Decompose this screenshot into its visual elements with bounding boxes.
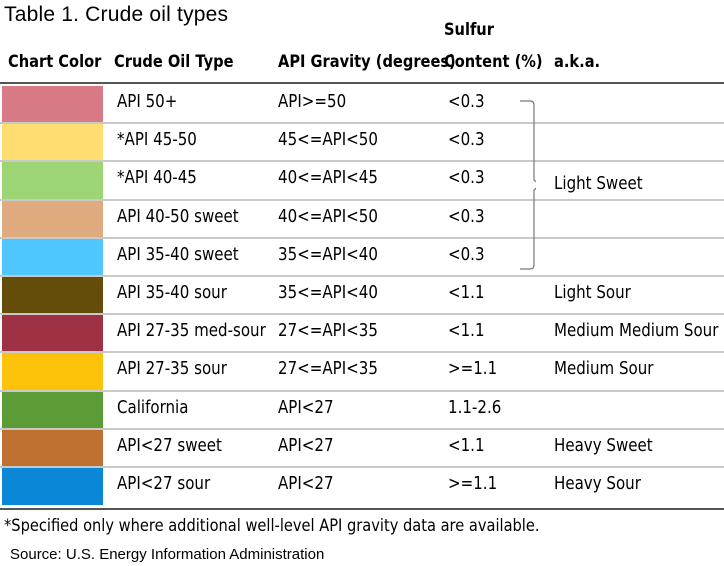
sulfur-content-cell: <0.3 bbox=[448, 244, 485, 265]
aka-cell: Heavy Sour bbox=[554, 474, 641, 494]
group-label-light-sweet: Light Sweet bbox=[554, 174, 643, 194]
sulfur-content-cell: <0.3 bbox=[448, 168, 485, 189]
api-gravity-cell: 35<=API<40 bbox=[278, 244, 378, 265]
sulfur-content-cell: <0.3 bbox=[448, 206, 485, 227]
source-note: Source: U.S. Energy Information Administ… bbox=[10, 546, 325, 563]
row-divider bbox=[0, 427, 724, 430]
row-divider bbox=[0, 122, 724, 125]
api-gravity-cell: 40<=API<45 bbox=[278, 168, 378, 189]
color-swatch bbox=[2, 391, 103, 429]
api-gravity-cell: 40<=API<50 bbox=[278, 206, 378, 227]
sulfur-content-cell: <1.1 bbox=[448, 435, 485, 456]
sulfur-content-cell: <0.3 bbox=[448, 92, 485, 112]
aka-cell: Medium Medium Sour bbox=[554, 321, 719, 342]
api-gravity-cell: 27<=API<35 bbox=[278, 321, 378, 342]
crude-oil-type-cell: API 35-40 sweet bbox=[117, 244, 239, 265]
row-divider bbox=[0, 275, 724, 277]
crude-oil-type-cell: API 27-35 sour bbox=[117, 359, 227, 380]
sulfur-content-cell: 1.1-2.6 bbox=[448, 397, 502, 418]
row-divider bbox=[0, 160, 724, 163]
api-gravity-cell: API<27 bbox=[278, 435, 334, 456]
color-swatch bbox=[2, 277, 103, 314]
crude-oil-type-cell: API 27-35 med-sour bbox=[117, 321, 266, 342]
light-sweet-bracket bbox=[520, 100, 536, 270]
header-crude-oil-type: Crude Oil Type bbox=[114, 52, 234, 72]
row-divider bbox=[0, 389, 724, 392]
row-divider bbox=[0, 466, 724, 468]
api-gravity-cell: 35<=API<40 bbox=[278, 283, 378, 303]
crude-oil-type-cell: API<27 sweet bbox=[117, 435, 222, 456]
sulfur-content-cell: <0.3 bbox=[448, 130, 485, 151]
crude-oil-type-cell: *API 45-50 bbox=[117, 130, 197, 151]
api-gravity-cell: 27<=API<35 bbox=[278, 359, 378, 380]
header-sulfur-line1: Sulfur bbox=[444, 20, 494, 40]
header-aka: a.k.a. bbox=[554, 52, 601, 72]
row-divider bbox=[0, 236, 724, 239]
header-divider bbox=[0, 82, 724, 84]
color-swatch bbox=[2, 429, 103, 467]
api-gravity-cell: API<27 bbox=[278, 397, 334, 418]
crude-oil-type-cell: API<27 sour bbox=[117, 474, 211, 494]
aka-cell: Heavy Sweet bbox=[554, 435, 653, 456]
bottom-divider bbox=[0, 508, 724, 510]
crude-oil-type-cell: API 50+ bbox=[117, 92, 178, 112]
color-swatch bbox=[2, 353, 103, 391]
row-divider bbox=[0, 198, 724, 201]
sulfur-content-cell: >=1.1 bbox=[448, 359, 498, 380]
sulfur-content-cell: <1.1 bbox=[448, 321, 485, 342]
sulfur-content-cell: <1.1 bbox=[448, 283, 485, 303]
aka-cell: Medium Sour bbox=[554, 359, 654, 380]
color-swatch bbox=[2, 86, 103, 123]
color-swatch bbox=[2, 162, 103, 200]
row-divider bbox=[0, 351, 724, 354]
api-gravity-cell: API>=50 bbox=[278, 92, 347, 112]
color-swatch bbox=[2, 315, 103, 353]
header-sulfur-line2: Content (%) bbox=[444, 52, 543, 72]
crude-oil-type-cell: *API 40-45 bbox=[117, 168, 197, 189]
api-gravity-cell: 45<=API<50 bbox=[278, 130, 378, 151]
crude-oil-type-cell: California bbox=[117, 397, 189, 418]
header-api-gravity: API Gravity (degrees) bbox=[278, 52, 456, 72]
row-divider bbox=[0, 313, 724, 316]
color-swatch bbox=[2, 468, 103, 505]
table-title: Table 1. Crude oil types bbox=[4, 3, 229, 26]
footnote: *Specified only where additional well-le… bbox=[4, 516, 540, 536]
color-swatch bbox=[2, 200, 103, 238]
header-chart-color: Chart Color bbox=[8, 52, 102, 72]
crude-oil-type-cell: API 35-40 sour bbox=[117, 283, 227, 303]
crude-oil-type-cell: API 40-50 sweet bbox=[117, 206, 239, 227]
color-swatch bbox=[2, 238, 103, 276]
color-swatch bbox=[2, 124, 103, 162]
api-gravity-cell: API<27 bbox=[278, 474, 334, 494]
aka-cell: Light Sour bbox=[554, 283, 631, 303]
sulfur-content-cell: >=1.1 bbox=[448, 474, 498, 494]
